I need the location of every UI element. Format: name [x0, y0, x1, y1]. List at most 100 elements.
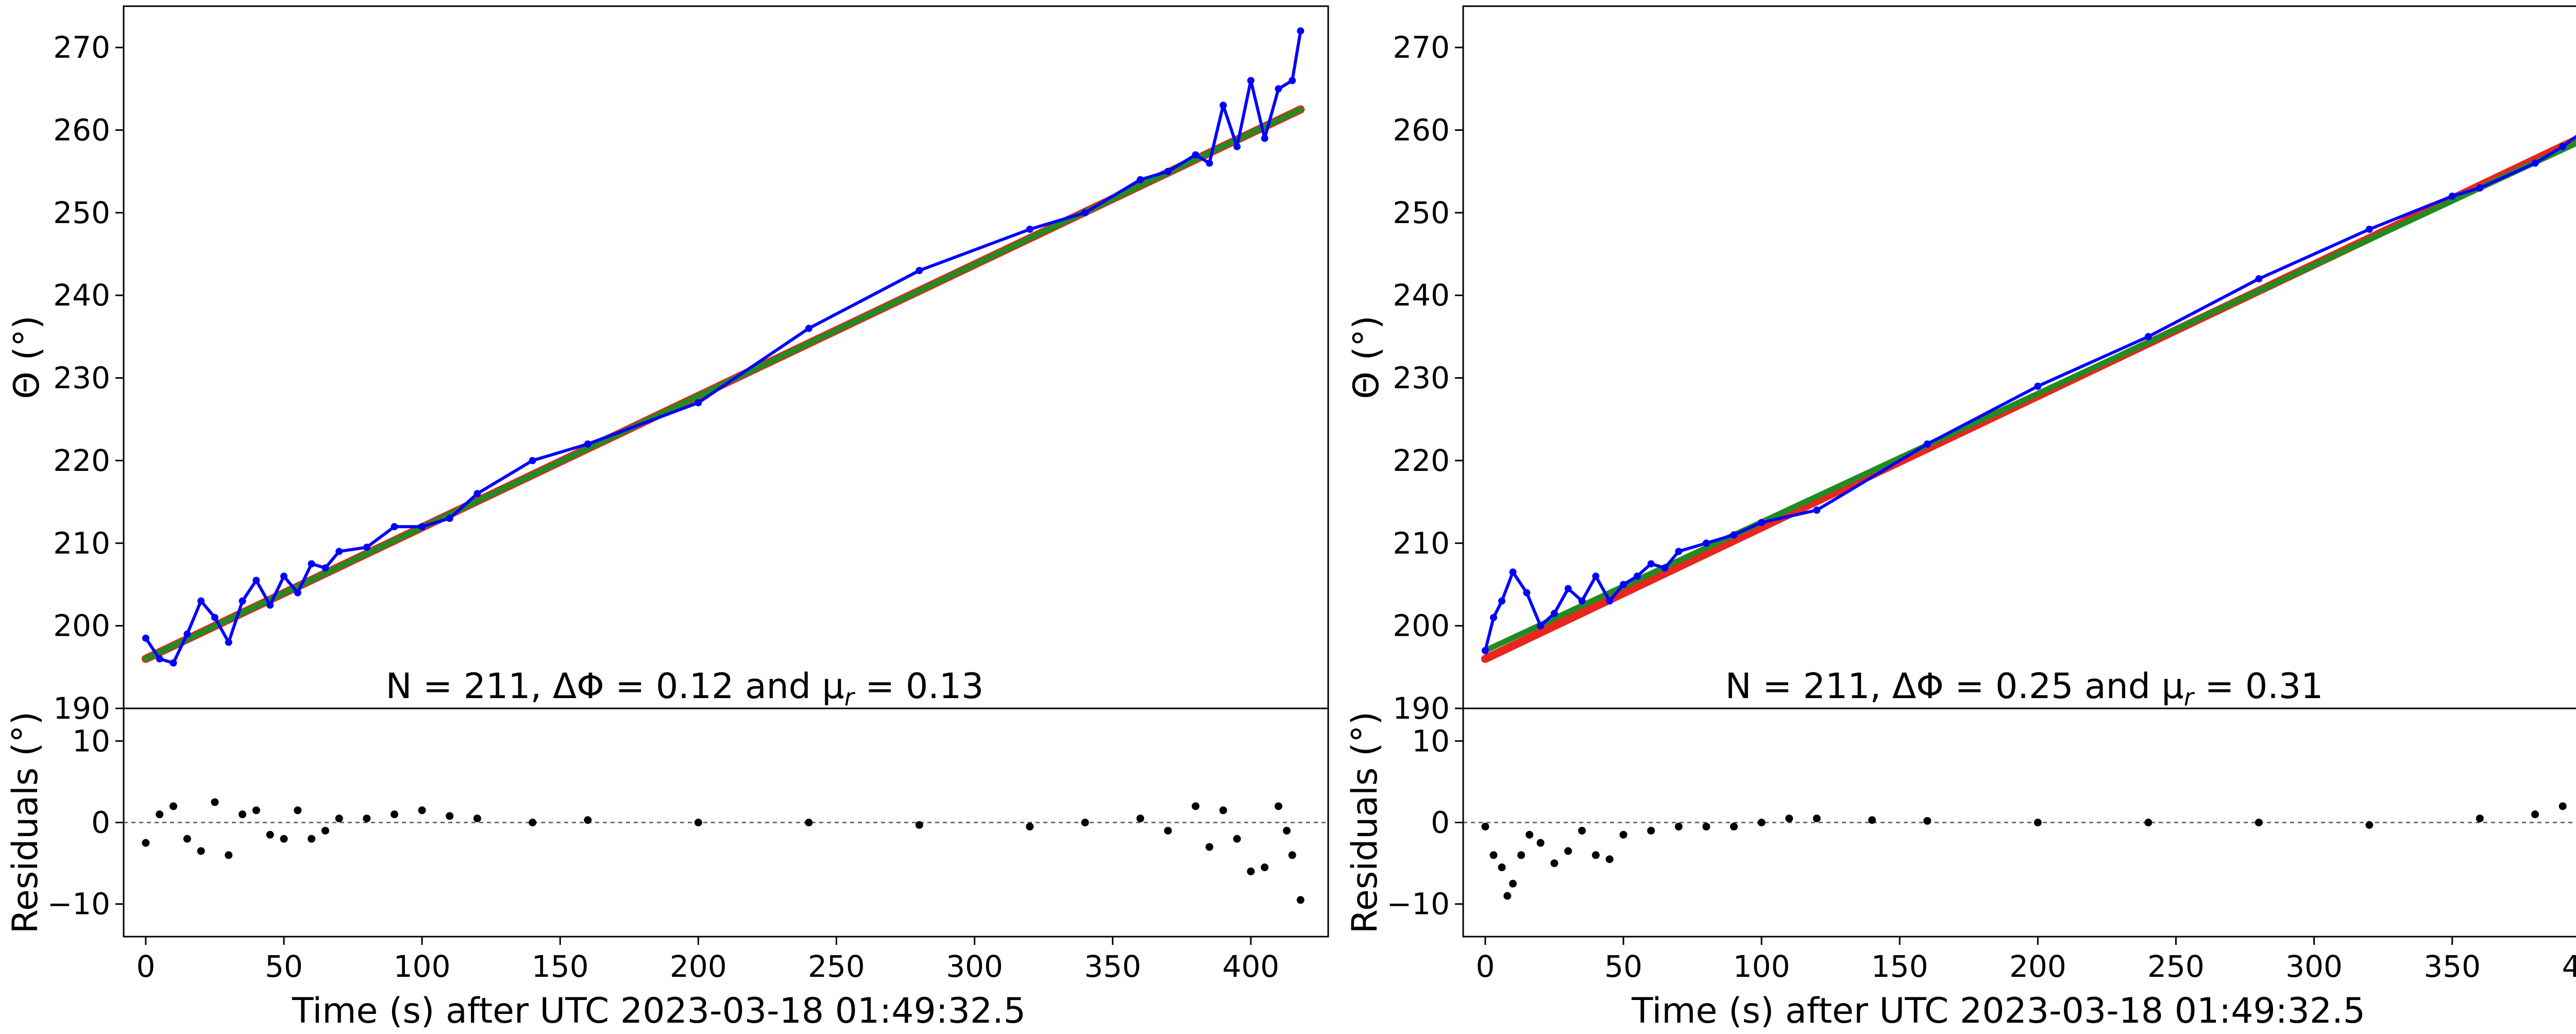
measured-point	[363, 544, 370, 551]
xtick-label: 100	[394, 949, 451, 984]
measured-point	[2531, 159, 2539, 167]
measured-point	[1192, 151, 1199, 159]
series-measured	[1481, 134, 2576, 654]
residual-points	[1481, 802, 2567, 900]
residual-point	[363, 815, 371, 823]
measured-point	[321, 564, 329, 572]
xtick-label: 50	[1604, 949, 1642, 984]
residual-point	[1489, 851, 1498, 859]
main-ytick-label: 260	[1393, 113, 1450, 148]
residual-point	[529, 819, 537, 826]
residual-point	[1517, 851, 1526, 859]
residual-point	[280, 835, 288, 843]
xtick-label: 300	[2285, 949, 2343, 984]
xtick-label: 150	[532, 949, 589, 984]
residual-point	[294, 806, 302, 815]
residuals-ytick-label: 10	[1412, 723, 1450, 758]
measured-point	[2034, 382, 2042, 390]
main-ytick-label: 200	[1393, 608, 1450, 643]
residual-point	[1619, 830, 1628, 839]
measured-point	[1730, 531, 1738, 539]
measured-point	[1275, 85, 1282, 93]
measured-point	[1498, 597, 1506, 605]
xtick-label: 0	[1476, 949, 1495, 984]
fit-green-line	[1482, 140, 2576, 654]
x-axis-label: Time (s) after UTC 2023-03-18 01:49:32.5	[1631, 991, 2365, 1031]
fit-green-line	[143, 106, 1303, 662]
fit-annotation-subscript: r	[844, 683, 856, 711]
measured-point	[2559, 143, 2567, 150]
residual-point	[1674, 822, 1683, 830]
residual-point	[391, 810, 399, 819]
measured-point	[1297, 27, 1304, 35]
residual-point	[2255, 819, 2263, 826]
measured-point	[1509, 568, 1517, 576]
residual-point	[2558, 802, 2567, 810]
residual-point	[1526, 830, 1534, 839]
measured-point	[916, 267, 923, 275]
measured-point	[1647, 560, 1655, 568]
measured-point	[1578, 597, 1586, 605]
residual-point	[2033, 819, 2042, 826]
measured-point	[1675, 548, 1683, 555]
residual-point	[1605, 855, 1614, 863]
residuals-ytick-label: −10	[47, 887, 110, 922]
xtick-label: 400	[2562, 949, 2576, 984]
main-ytick-label: 210	[53, 526, 110, 561]
measured-point	[1564, 585, 1572, 592]
measured-point	[584, 440, 591, 448]
residuals-y-axis-label: Residuals (°)	[5, 711, 46, 934]
measured-point	[1164, 167, 1172, 175]
x-axis-label: Time (s) after UTC 2023-03-18 01:49:32.5	[292, 991, 1026, 1031]
measured-point	[1758, 519, 1766, 527]
measured-point	[239, 597, 246, 605]
measured-point	[1233, 143, 1241, 150]
fit-annotation: N = 211, ΔΦ = 0.12 and μr = 0.13	[386, 666, 984, 711]
measured-point	[2144, 333, 2152, 341]
measured-point	[1813, 506, 1821, 514]
measured-point	[1489, 614, 1497, 621]
measured-point	[294, 589, 301, 597]
main-ytick-label: 210	[1393, 526, 1450, 561]
main-ytick-label: 240	[53, 278, 110, 313]
measured-point	[1702, 539, 1710, 547]
residual-point	[1205, 843, 1213, 851]
xtick-label: 300	[946, 949, 1003, 984]
measured-point	[1137, 176, 1144, 183]
measured-point	[473, 490, 481, 498]
main-ytick-label: 190	[1393, 691, 1450, 726]
xtick-label: 50	[265, 949, 303, 984]
xtick-label: 350	[2424, 949, 2481, 984]
residuals-y-axis-label: Residuals (°)	[1345, 711, 1385, 934]
measured-point	[211, 614, 218, 621]
main-ytick-label: 230	[1393, 361, 1450, 396]
residual-point	[170, 802, 178, 810]
main-ytick-label: 260	[53, 113, 110, 148]
residual-point	[1730, 822, 1738, 830]
residual-point	[308, 835, 316, 843]
measured-point	[142, 634, 149, 642]
residual-point	[1550, 859, 1558, 868]
residual-point	[183, 835, 191, 843]
residual-point	[1868, 816, 1876, 824]
main-ytick-label: 230	[53, 361, 110, 396]
main-ytick-label: 250	[53, 195, 110, 230]
measured-point	[1550, 609, 1558, 617]
measured-point	[1026, 225, 1033, 233]
measured-point	[1261, 134, 1268, 142]
residual-point	[584, 816, 592, 824]
measured-point	[280, 572, 288, 580]
residual-point	[1564, 847, 1572, 855]
residual-point	[239, 810, 247, 819]
xtick-label: 0	[136, 949, 155, 984]
measured-point	[1661, 564, 1669, 572]
fit-annotation-prefix: N = 211, ΔΦ = 0.25 and μ	[1725, 666, 2184, 707]
series-fit-green	[1482, 140, 2576, 654]
residual-point	[1503, 892, 1512, 900]
residual-point	[1164, 826, 1172, 835]
xtick-label: 200	[2009, 949, 2066, 984]
measured-point	[1219, 101, 1227, 109]
residual-point	[2365, 821, 2374, 829]
fit-annotation-suffix: = 0.31	[2194, 666, 2324, 707]
